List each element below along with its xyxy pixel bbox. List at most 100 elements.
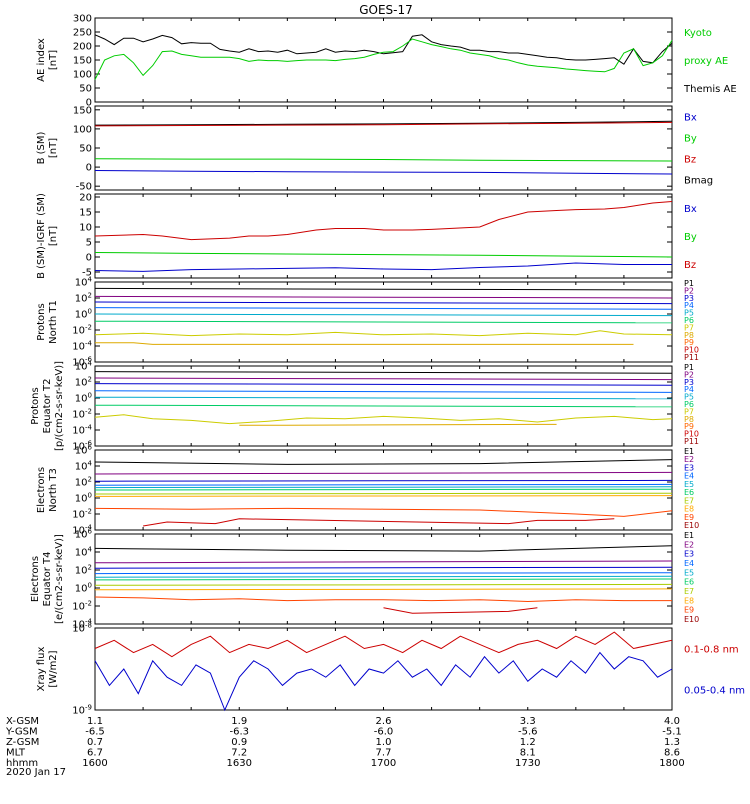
y-tick-label: 100 <box>75 492 92 505</box>
y-tick-label: 10-2 <box>72 324 92 337</box>
ephemeris-value: 1.2 <box>520 737 536 748</box>
legend-entry: By <box>684 232 697 243</box>
panel-frame <box>94 105 673 191</box>
y-tick-label: 104 <box>75 546 93 559</box>
y-tick-label: 10-9 <box>72 704 92 717</box>
y-tick-label: 106 <box>75 444 93 457</box>
ephemeris-value: -5.1 <box>662 727 682 738</box>
legend-entry: E2 <box>684 455 694 464</box>
series-line-3 <box>94 158 673 162</box>
y-tick-label: 10-4 <box>72 340 92 353</box>
y-tick-label: 102 <box>75 376 92 389</box>
series-line-4 <box>94 483 673 486</box>
y-axis-label: [p/(cm2-s-sr-keV)] <box>54 361 65 451</box>
series-line-5 <box>94 313 673 317</box>
series-line-1 <box>94 371 673 374</box>
y-axis-label: Protons <box>30 387 41 424</box>
y-tick-label: 10-2 <box>72 600 92 613</box>
legend-entry: E5 <box>684 480 694 489</box>
plot-title: GOES-17 <box>359 3 413 17</box>
legend-entry: E7 <box>684 587 694 596</box>
y-tick-label: 100 <box>73 70 92 81</box>
legend-entry: E2 <box>684 540 694 549</box>
legend-entry: E10 <box>684 615 699 624</box>
y-tick-label: 0 <box>86 163 92 174</box>
y-axis-label: Equator T2 <box>42 379 53 434</box>
ephemeris-value: 8.6 <box>664 748 680 759</box>
y-tick-label: 15 <box>79 208 92 219</box>
series-line-2 <box>94 560 673 564</box>
series-line-1 <box>94 34 673 65</box>
y-axis-label: North T1 <box>48 300 59 344</box>
ephemeris-value: -6.5 <box>85 727 105 738</box>
panel-8: 10-9 10-8 Xray flux [W/m2] 0.1-0.8 nm 0.05-0.… <box>36 622 745 717</box>
series-line-9 <box>94 596 672 603</box>
legend-entry: P9 <box>684 422 694 431</box>
y-tick-label: 10-2 <box>72 508 92 521</box>
ephemeris-value: 1630 <box>227 758 252 769</box>
series-line-4 <box>94 572 673 575</box>
y-axis-label: [nT] <box>48 50 59 70</box>
legend-entry: E8 <box>684 596 694 605</box>
y-axis-label: B (SM)-IGRF (SM) <box>36 193 47 279</box>
y-tick-label: 106 <box>75 528 93 541</box>
y-axis-label: Electrons <box>36 467 47 513</box>
series-line-6 <box>94 488 673 491</box>
y-tick-label: -5 <box>82 268 92 279</box>
series-line-2 <box>94 651 673 712</box>
y-axis-label: Protons <box>36 303 47 340</box>
ephemeris-row-label: MLT <box>6 748 26 759</box>
y-tick-label: 10-4 <box>72 424 92 437</box>
legend-entry: P4 <box>684 385 694 394</box>
series-line-2 <box>94 377 673 381</box>
series-line-2 <box>94 38 673 80</box>
y-tick-label: 100 <box>75 308 92 321</box>
panel-3: -5 0 5 10 15 20 B (SM)-IGRF (SM) [nT] Bx By Bz <box>36 193 697 279</box>
series-line-7 <box>94 492 673 495</box>
legend-entry: P2 <box>684 370 694 379</box>
legend-entry: P5 <box>684 309 694 318</box>
legend-entry: Kyoto <box>684 28 712 39</box>
panel-2: -50 0 50 100 150 B (SM) [nT] Bx By Bz Bmag <box>36 105 713 192</box>
y-tick-label: 200 <box>73 42 92 53</box>
series-line-3 <box>94 566 673 569</box>
legend-entry: P5 <box>684 393 694 402</box>
ephemeris-value: 0.7 <box>87 737 103 748</box>
ephemeris-row-label: hhmm <box>6 758 38 769</box>
legend-entry: P9 <box>684 338 694 347</box>
ephemeris-value: 1600 <box>82 758 107 769</box>
series-line-2 <box>94 252 673 258</box>
legend-entry: P3 <box>684 378 694 387</box>
ephemeris-value: 3.3 <box>520 716 536 727</box>
series-line-1 <box>94 631 673 658</box>
series-line-4 <box>94 307 673 310</box>
legend-entry: E1 <box>684 531 694 540</box>
legend-entry: Bz <box>684 260 696 271</box>
legend-entry: E4 <box>684 559 694 568</box>
y-tick-label: 102 <box>75 476 92 489</box>
legend-entry: P10 <box>684 346 699 355</box>
ephemeris-value: 1800 <box>659 758 684 769</box>
legend-entry: P8 <box>684 415 694 424</box>
ephemeris-row-label: Z-GSM <box>6 737 39 748</box>
legend-entry: E5 <box>684 568 694 577</box>
y-tick-label: 102 <box>75 292 92 305</box>
series-line-6 <box>94 578 673 581</box>
legend-entry: E9 <box>684 513 694 522</box>
ephemeris-value: 4.0 <box>664 716 680 727</box>
y-axis-label: Xray flux <box>36 647 47 692</box>
series-line-3 <box>94 383 673 386</box>
series-line-8 <box>94 495 673 497</box>
y-axis-label: Electrons <box>30 556 41 602</box>
ephemeris-value: 6.7 <box>87 748 103 759</box>
legend-entry: E6 <box>684 578 694 587</box>
legend-entry: E3 <box>684 550 694 559</box>
panel-1: 0 50 100 150 200 250 300 AE index [nT] Kyoto proxy… <box>36 14 737 109</box>
y-axis-label: North T3 <box>48 468 59 512</box>
ephemeris-value: 2.6 <box>376 716 392 727</box>
